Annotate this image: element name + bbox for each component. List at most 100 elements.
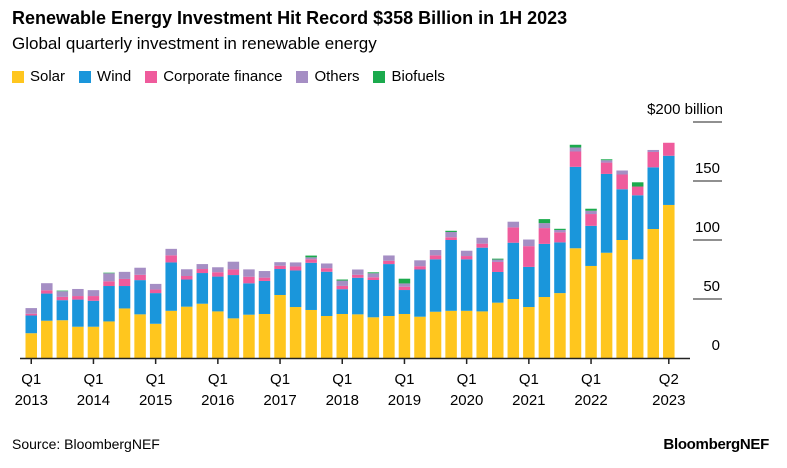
bar-solar [616, 240, 628, 358]
bar-wind [647, 167, 659, 230]
bar-others [165, 248, 177, 256]
bar-wind [445, 240, 457, 311]
bar-others [585, 210, 597, 215]
bar-solar [476, 311, 488, 358]
bar-solar [72, 326, 84, 358]
bar-wind [352, 277, 364, 315]
bar-wind [103, 286, 115, 322]
bar-wind [118, 286, 131, 309]
bar-others [243, 269, 255, 277]
x-tick-label-year: 2019 [388, 392, 421, 409]
bar-wind [367, 280, 380, 318]
bar-others [72, 288, 84, 297]
bar-solar [165, 310, 177, 358]
bar-others [181, 269, 193, 276]
bar-corporate-finance [87, 296, 100, 301]
x-tick-label-year: 2022 [574, 392, 607, 409]
bar-corporate-finance [336, 285, 348, 290]
bar-corporate-finance [631, 186, 644, 196]
bar-corporate-finance [305, 259, 317, 263]
chart-title: Renewable Energy Investment Hit Record $… [12, 8, 568, 28]
bar-others [414, 260, 426, 267]
bar-solar [25, 333, 37, 358]
bar-corporate-finance [196, 269, 209, 274]
bar-wind [616, 189, 628, 240]
bar-biofuels [305, 255, 317, 258]
bar-corporate-finance [289, 266, 302, 271]
bar-corporate-finance [538, 228, 551, 244]
bar-solar [274, 294, 286, 358]
bar-solar [289, 307, 302, 358]
bar-solar [569, 248, 582, 358]
bar-corporate-finance [352, 274, 364, 278]
bar-others [289, 262, 302, 267]
bar-solar [336, 313, 348, 358]
x-tick-label-quarter: Q1 [457, 371, 477, 388]
y-tick-label: 150 [695, 160, 720, 177]
bar-solar [134, 314, 146, 358]
legend-label: Others [314, 68, 360, 85]
bar-others [429, 250, 442, 256]
x-tick-label-year: 2020 [450, 392, 483, 409]
bar-corporate-finance [72, 296, 84, 300]
bar-solar [196, 303, 209, 358]
bar-wind [631, 195, 644, 260]
bar-solar [429, 311, 442, 358]
bar-others [134, 267, 146, 275]
bar-solar [445, 310, 457, 358]
bar-solar [181, 306, 193, 358]
legend-item-corporate-finance: Corporate finance [145, 68, 282, 85]
bar-wind [320, 271, 333, 316]
bar-corporate-finance [476, 243, 488, 248]
bar-biofuels [600, 159, 613, 161]
bar-others [569, 147, 582, 152]
y-tick-label: 50 [703, 278, 720, 295]
bar-others [523, 239, 535, 247]
bar-wind [165, 262, 177, 311]
bar-solar [243, 314, 255, 358]
bar-corporate-finance [383, 260, 395, 265]
bar-corporate-finance [398, 286, 411, 291]
bar-others [507, 221, 520, 228]
source-note: Source: BloombergNEF [12, 436, 160, 452]
x-tick-label-quarter: Q1 [21, 371, 41, 388]
bar-solar [600, 252, 613, 358]
bar-solar [523, 307, 535, 358]
bar-solar [398, 313, 411, 358]
bar-corporate-finance [149, 289, 162, 294]
bar-others [336, 280, 348, 286]
bar-wind [258, 280, 271, 314]
bar-others [149, 283, 162, 290]
bar-solar [383, 315, 395, 358]
bar-corporate-finance [492, 261, 504, 272]
bar-solar [585, 265, 597, 358]
legend-label: Biofuels [391, 68, 445, 85]
legend-swatch-wind [79, 70, 92, 83]
bar-wind [87, 300, 100, 327]
bar-solar [149, 323, 162, 358]
bar-biofuels [336, 279, 348, 281]
bar-solar [647, 229, 659, 358]
bar-wind [569, 166, 582, 249]
bar-solar [367, 317, 380, 358]
bar-corporate-finance [320, 268, 333, 272]
bar-corporate-finance [243, 276, 255, 284]
y-tick-label: 100 [695, 219, 720, 236]
bar-corporate-finance [523, 246, 535, 267]
x-tick-label-year: 2016 [201, 392, 234, 409]
bar-others [398, 283, 411, 287]
bar-wind [305, 262, 317, 310]
bar-wind [289, 270, 302, 308]
bar-biofuels [631, 182, 644, 187]
legend-item-others: Others [296, 68, 359, 85]
bar-solar [352, 314, 364, 358]
bar-others [320, 263, 333, 269]
bar-wind [585, 225, 597, 266]
bar-corporate-finance [25, 313, 37, 316]
bar-wind [554, 242, 566, 294]
bar-corporate-finance [103, 281, 115, 287]
bar-corporate-finance [663, 142, 675, 156]
bar-others [41, 283, 53, 291]
bar-wind [336, 289, 348, 314]
bar-wind [56, 300, 69, 321]
